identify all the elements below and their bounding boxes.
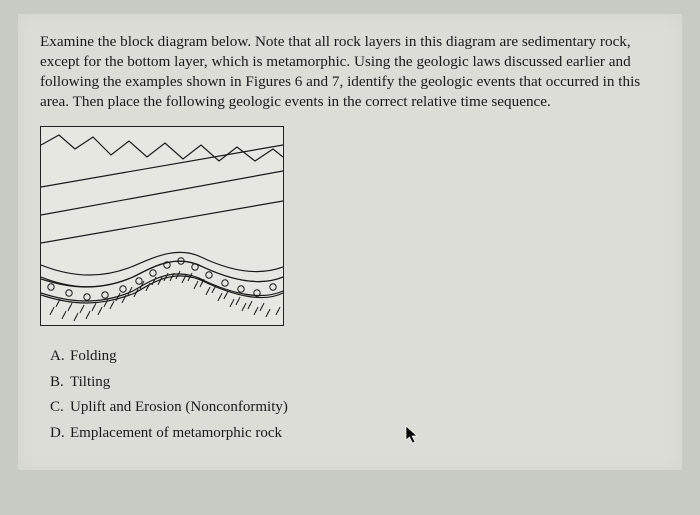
- option-c: C.Uplift and Erosion (Nonconformity): [50, 395, 660, 421]
- option-d: D.Emplacement of metamorphic rock: [50, 421, 660, 447]
- option-text: Tilting: [70, 374, 110, 390]
- option-text: Folding: [70, 348, 117, 364]
- option-letter: C.: [50, 395, 70, 421]
- answer-options: A.Folding B.Tilting C.Uplift and Erosion…: [40, 344, 660, 446]
- option-text: Uplift and Erosion (Nonconformity): [70, 399, 288, 415]
- option-a: A.Folding: [50, 344, 660, 370]
- option-b: B.Tilting: [50, 370, 660, 396]
- option-letter: D.: [50, 421, 70, 447]
- question-prompt: Examine the block diagram below. Note th…: [40, 32, 660, 112]
- option-letter: A.: [50, 344, 70, 370]
- option-letter: B.: [50, 370, 70, 396]
- option-text: Emplacement of metamorphic rock: [70, 425, 282, 441]
- block-diagram-figure: [40, 126, 284, 326]
